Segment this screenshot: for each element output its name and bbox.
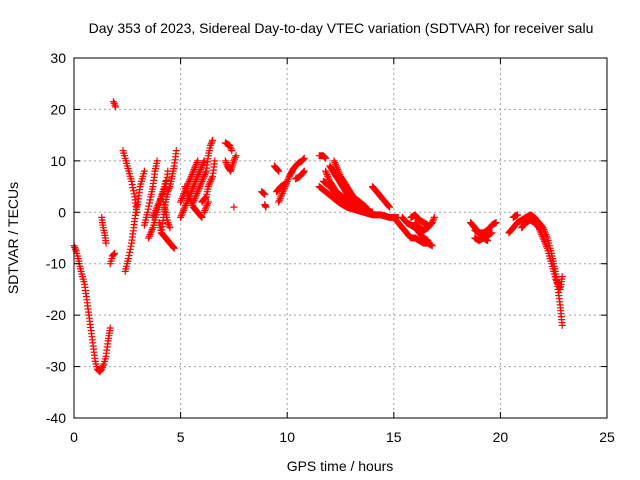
series-segment xyxy=(275,154,308,206)
plus-markers xyxy=(189,136,217,206)
plus-markers xyxy=(471,219,500,237)
plus-markers xyxy=(471,229,496,245)
series-segment xyxy=(258,188,269,198)
series-segment xyxy=(369,183,393,211)
plus-markers xyxy=(369,183,393,211)
series-segment xyxy=(230,203,238,211)
series-segment xyxy=(177,157,208,221)
plus-markers xyxy=(270,162,283,175)
y-axis-label: SDTVAR / TECUs xyxy=(5,182,21,294)
x-tick-label: 5 xyxy=(177,429,185,445)
series-segment xyxy=(398,213,432,245)
series-segment xyxy=(292,167,308,183)
series-segment xyxy=(157,229,178,252)
series-segment xyxy=(140,157,161,229)
plus-markers xyxy=(221,152,240,175)
plus-markers xyxy=(157,229,178,252)
series-segment xyxy=(121,167,148,275)
series-segment xyxy=(221,152,240,175)
series-segment xyxy=(270,162,283,175)
series-segment xyxy=(471,229,496,245)
plus-markers xyxy=(315,152,330,162)
series-segment xyxy=(119,147,141,216)
chart-title: Day 353 of 2023, Sidereal Day-to-day VTE… xyxy=(89,20,594,36)
plus-markers xyxy=(322,167,359,209)
series-segment xyxy=(70,242,114,376)
series-segment xyxy=(221,139,236,155)
x-tick-label: 20 xyxy=(493,429,509,445)
series-segment xyxy=(98,213,110,247)
x-tick-label: 10 xyxy=(279,429,295,445)
plus-markers xyxy=(109,98,120,111)
series-segment xyxy=(315,152,330,162)
series-segment xyxy=(198,157,219,206)
grid xyxy=(74,58,607,418)
series-segment xyxy=(505,211,566,329)
series-segment xyxy=(322,167,359,209)
plus-markers xyxy=(160,198,174,232)
series-segment xyxy=(109,98,120,111)
axis-ticks: 0 5 10 15 20 25 -40 -30 -20 -10 0 10 20 30 xyxy=(46,50,615,445)
series-segment xyxy=(518,216,566,293)
x-axis-label: GPS time / hours xyxy=(287,458,394,474)
y-tick-label: 10 xyxy=(50,153,66,169)
plus-markers xyxy=(119,147,141,216)
series-segment xyxy=(106,249,118,268)
plus-markers xyxy=(505,211,566,329)
plus-markers xyxy=(292,167,308,183)
x-tick-label: 15 xyxy=(386,429,402,445)
x-tick-label: 25 xyxy=(599,429,615,445)
plus-markers xyxy=(509,211,521,221)
plus-markers xyxy=(200,198,212,216)
y-tick-label: 20 xyxy=(50,101,66,117)
plus-markers xyxy=(261,201,270,211)
x-tick-label: 0 xyxy=(70,429,78,445)
series-segment xyxy=(509,211,521,221)
plus-markers xyxy=(149,167,172,221)
plus-markers xyxy=(275,154,308,206)
series-segment xyxy=(407,211,432,229)
y-tick-label: 0 xyxy=(58,204,66,220)
series-segment xyxy=(189,136,217,206)
y-tick-label: -40 xyxy=(46,410,66,426)
series-segment xyxy=(160,198,174,232)
y-tick-label: -20 xyxy=(46,307,66,323)
series-segment xyxy=(330,157,370,211)
y-tick-label: -10 xyxy=(46,256,66,272)
plus-markers xyxy=(518,216,566,293)
series-segment xyxy=(200,198,212,216)
plus-markers xyxy=(98,213,110,247)
plus-markers xyxy=(121,167,148,275)
plus-markers xyxy=(258,188,269,198)
plus-markers xyxy=(221,139,236,155)
plus-markers xyxy=(330,157,370,211)
series-segment xyxy=(261,201,270,211)
y-tick-label: 30 xyxy=(50,50,66,66)
plus-markers xyxy=(407,211,432,229)
plus-markers xyxy=(106,249,118,268)
plus-markers xyxy=(140,157,161,229)
plus-markers xyxy=(181,183,206,221)
plus-markers xyxy=(177,157,208,221)
plot-frame xyxy=(73,57,608,419)
plus-markers xyxy=(70,242,114,376)
data-points xyxy=(70,98,566,376)
plus-markers xyxy=(398,213,432,245)
series-segment xyxy=(149,167,172,221)
y-tick-label: -30 xyxy=(46,359,66,375)
plus-markers xyxy=(230,203,238,211)
plus-markers xyxy=(198,157,219,206)
series-segment xyxy=(181,183,206,221)
series-segment xyxy=(471,219,500,237)
